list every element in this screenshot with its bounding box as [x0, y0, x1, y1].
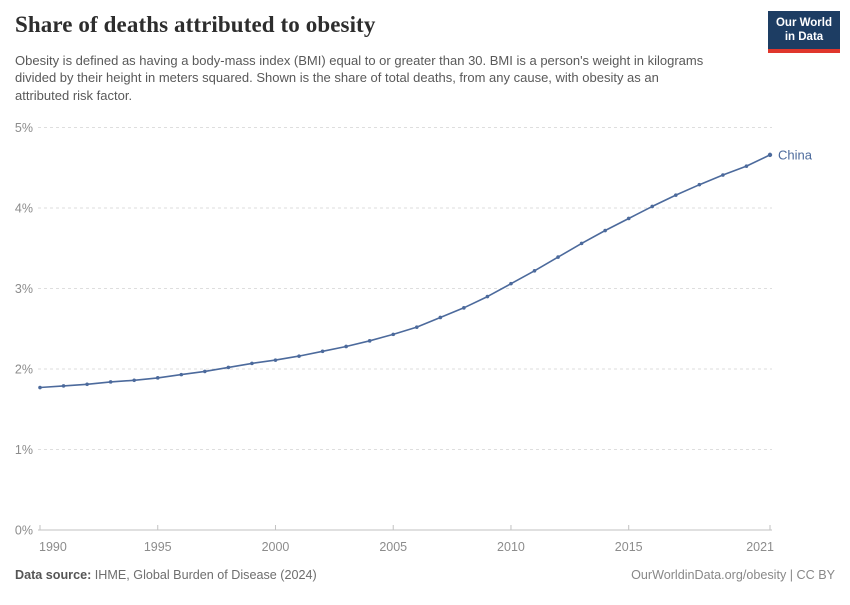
data-point[interactable] [320, 349, 325, 354]
chart-subtitle: Obesity is defined as having a body-mass… [15, 53, 704, 103]
data-point[interactable] [108, 380, 113, 384]
data-point[interactable] [226, 365, 231, 370]
chart-footer: Data source: IHME, Global Burden of Dise… [15, 568, 835, 582]
data-point[interactable] [462, 306, 466, 310]
license-credit-link[interactable]: OurWorldinData.org/obesity | CC BY [631, 568, 835, 582]
owid-logo-text: Our World in Data [768, 11, 840, 49]
data-point[interactable] [344, 344, 348, 349]
data-point[interactable] [626, 216, 631, 221]
data-point[interactable] [509, 281, 513, 286]
page-title: Share of deaths attributed to obesity [15, 12, 376, 37]
data-point[interactable] [674, 193, 678, 197]
data-source-text: IHME, Global Burden of Disease (2024) [91, 568, 317, 582]
series-label[interactable]: China [778, 147, 813, 162]
data-point[interactable] [391, 332, 396, 337]
data-point[interactable] [603, 228, 607, 233]
data-point[interactable] [155, 376, 160, 380]
x-axis-label: 2010 [497, 540, 525, 554]
data-point[interactable] [297, 354, 301, 358]
x-axis-label: 2015 [615, 540, 643, 554]
data-point[interactable] [179, 372, 184, 377]
data-point[interactable] [38, 385, 42, 390]
data-point[interactable] [579, 241, 584, 246]
data-point-last[interactable] [767, 152, 773, 158]
y-axis-label: 1% [15, 443, 33, 457]
series-line[interactable] [39, 154, 771, 389]
data-point[interactable] [650, 204, 655, 209]
owid-logo[interactable]: Our World in Data [768, 11, 840, 53]
data-source: Data source: IHME, Global Burden of Dise… [15, 568, 317, 582]
data-point[interactable] [250, 361, 254, 366]
y-axis-label: 3% [15, 282, 33, 296]
data-point[interactable] [721, 173, 725, 177]
data-point[interactable] [203, 369, 207, 374]
data-point[interactable] [485, 294, 490, 299]
data-point[interactable] [85, 382, 89, 387]
data-point[interactable] [367, 339, 372, 343]
data-point[interactable] [697, 182, 702, 187]
y-axis-label: 0% [15, 524, 33, 538]
x-axis-label: 1990 [39, 540, 67, 554]
data-point[interactable] [61, 384, 66, 388]
data-point[interactable] [273, 358, 278, 362]
y-axis-label: 4% [15, 202, 33, 216]
x-axis-label: 1995 [144, 540, 172, 554]
x-axis-label: 2005 [379, 540, 407, 554]
x-axis-label: 2000 [262, 540, 290, 554]
data-point[interactable] [438, 315, 443, 320]
data-point[interactable] [556, 255, 560, 259]
x-axis-label: 2021 [746, 540, 774, 554]
data-point[interactable] [414, 325, 419, 329]
data-point[interactable] [532, 268, 537, 273]
owid-logo-accent-bar [768, 48, 840, 53]
y-axis-label: 2% [15, 363, 33, 377]
y-axis-label: 5% [15, 121, 33, 135]
data-point[interactable] [744, 164, 749, 168]
data-source-label: Data source: [15, 568, 92, 582]
data-point[interactable] [132, 378, 136, 383]
